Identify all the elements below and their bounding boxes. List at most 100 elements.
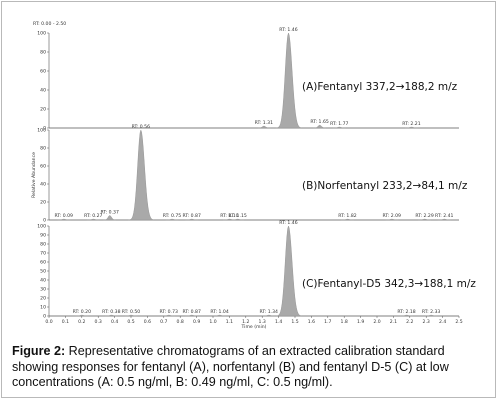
peak-label: RT: 1.46 (279, 220, 297, 226)
y-tick-label: 30 (40, 287, 46, 293)
x-tick-label: 1.9 (357, 319, 364, 325)
x-tick-label: 1.4 (275, 319, 282, 325)
y-tick-label: 80 (40, 50, 46, 56)
y-tick-label: 0 (43, 218, 46, 224)
x-tick-label: 1.3 (259, 319, 266, 325)
x-tick-label: 0.7 (160, 319, 167, 325)
peak-A-2.21 (405, 126, 418, 129)
peak-A-1.77 (332, 126, 346, 129)
peak-B-2.41 (437, 218, 451, 221)
y-tick-label: 70 (40, 251, 46, 257)
y-axis-label: Relative Abundance (31, 152, 37, 198)
x-tick-label: 0.3 (95, 319, 102, 325)
x-tick-label: 1.8 (341, 319, 348, 325)
y-tick-label: 40 (40, 278, 46, 284)
peak-label: RT: 0.38 (102, 309, 120, 315)
caption-label: Figure 2: (12, 344, 66, 358)
x-tick-label: 1.6 (308, 319, 315, 325)
y-tick-label: 40 (40, 182, 46, 188)
x-tick-label: 2.5 (455, 319, 462, 325)
peak-C-2.33 (424, 314, 438, 317)
peak-B-2.29 (418, 218, 431, 221)
y-tick-label: 0 (43, 314, 46, 320)
peak-C-1.34 (262, 314, 276, 317)
y-tick-label: 80 (40, 146, 46, 152)
peak-C-0.38 (104, 314, 118, 317)
x-tick-label: 2.1 (390, 319, 397, 325)
peak-label: RT: 0.37 (100, 210, 118, 216)
peak-A-1.46 (275, 32, 302, 129)
peak-label: RT: 0.87 (182, 213, 200, 219)
x-tick-label: 2.3 (423, 319, 430, 325)
y-tick-label: 0 (43, 126, 46, 132)
y-tick-label: 40 (40, 88, 46, 94)
peak-label: RT: 1.77 (330, 121, 348, 127)
peak-A-1.31 (257, 125, 271, 129)
peak-label: RT: 0.27 (84, 213, 102, 219)
peak-label: RT: 1.65 (310, 119, 328, 125)
y-tick-label: 60 (40, 69, 46, 75)
y-tick-label: 100 (37, 224, 46, 230)
x-tick-label: 0.9 (193, 319, 200, 325)
peak-label: RT: 1.46 (279, 27, 297, 33)
x-tick-label: 1.1 (226, 319, 233, 325)
x-tick-label: 0.6 (144, 319, 151, 325)
x-tick-label: 0.1 (62, 319, 69, 325)
peak-B-0.27 (86, 218, 100, 221)
peak-label: RT: 0.56 (132, 124, 150, 130)
peak-label: RT: 1.04 (210, 309, 228, 315)
y-tick-label: 10 (40, 305, 46, 311)
y-tick-label: 80 (40, 242, 46, 248)
peak-label: RT: 2.33 (422, 309, 440, 315)
x-tick-label: 2.4 (439, 319, 446, 325)
y-tick-label: 20 (40, 107, 46, 113)
y-tick-label: 60 (40, 260, 46, 266)
peak-label: RT: 2.18 (397, 309, 415, 315)
figure-caption: Figure 2: Representative chromatograms o… (12, 344, 490, 391)
peak-C-1.04 (213, 314, 226, 317)
peak-C-0.87 (185, 314, 199, 317)
peak-label: RT: 0.73 (160, 309, 178, 315)
x-tick-label: 2.0 (373, 319, 380, 325)
x-tick-label: 0.4 (111, 319, 118, 325)
peak-B-0.75 (165, 218, 179, 221)
peak-B-0.37 (103, 215, 117, 221)
range-label: RT: 0.00 - 2.50 (33, 21, 66, 27)
y-tick-label: 20 (40, 296, 46, 302)
y-tick-label: 20 (40, 200, 46, 206)
peak-label: RT: 1.82 (338, 213, 356, 219)
peak-label: RT: 0.09 (55, 213, 73, 219)
peak-label: RT: 1.34 (260, 309, 278, 315)
peak-C-0.2 (75, 314, 89, 317)
x-tick-label: 1.0 (209, 319, 216, 325)
x-tick-label: 0.5 (127, 319, 134, 325)
y-tick-label: 90 (40, 233, 46, 239)
x-tick-label: 1.2 (242, 319, 249, 325)
peak-B-1.15 (231, 218, 244, 221)
peak-B-0.87 (185, 218, 199, 221)
y-tick-label: 100 (37, 31, 46, 37)
panel-A-label: (A)Fentanyl 337,2→188,2 m/z (302, 81, 458, 93)
x-tick-label: 1.5 (291, 319, 298, 325)
peak-B-0.09 (57, 218, 71, 221)
peak-label: RT: 1.15 (228, 213, 246, 219)
x-tick-label: 0.8 (177, 319, 184, 325)
peak-label: RT: 0.50 (122, 309, 140, 315)
panel-B-label: (B)Norfentanyl 233,2→84,1 m/z (302, 180, 468, 192)
x-tick-label: 0.0 (45, 319, 52, 325)
y-tick-label: 50 (40, 269, 46, 275)
peak-C-0.5 (124, 314, 138, 317)
peak-label: RT: 2.41 (435, 213, 453, 219)
peak-A-1.65 (313, 124, 327, 129)
panel-C-label: (C)Fentanyl-D5 342,3→188,1 m/z (302, 278, 476, 290)
peak-label: RT: 1.10 (220, 213, 238, 219)
peak-B-1.82 (341, 218, 354, 221)
caption-text: Representative chromatograms of an extra… (12, 344, 449, 389)
peak-label: RT: 0.75 (163, 213, 181, 219)
peak-label: RT: 0.87 (182, 309, 200, 315)
peak-label: RT: 0.20 (73, 309, 91, 315)
peak-B-0.56 (127, 129, 154, 221)
peak-C-0.73 (162, 314, 176, 317)
